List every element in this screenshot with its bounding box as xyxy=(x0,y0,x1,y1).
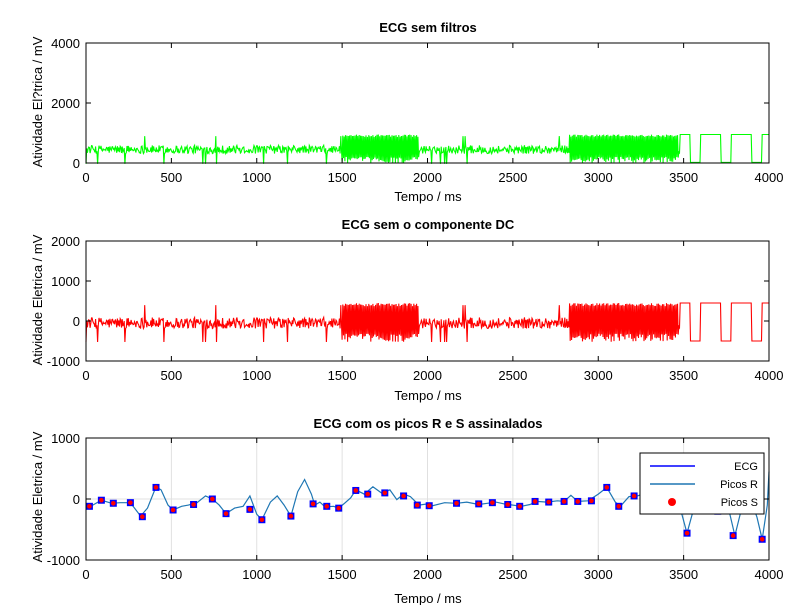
y-tick-label: -1000 xyxy=(47,354,80,369)
peak-s-marker xyxy=(223,511,229,516)
peak-s-marker xyxy=(561,499,567,504)
y-tick-label: -1000 xyxy=(47,553,80,568)
ecg-signal-line xyxy=(85,133,769,164)
peak-s-marker xyxy=(170,507,176,513)
peak-s-marker xyxy=(247,507,253,512)
x-tick-label: 0 xyxy=(82,170,89,185)
peak-s-marker xyxy=(382,490,388,496)
peak-s-marker xyxy=(128,500,133,505)
peak-s-marker xyxy=(401,493,406,499)
x-tick-label: 2000 xyxy=(413,567,442,582)
x-tick-label: 1500 xyxy=(328,368,357,383)
x-tick-label: 3500 xyxy=(669,368,698,383)
peak-s-marker xyxy=(616,504,622,509)
x-tick-label: 2500 xyxy=(498,170,527,185)
y-axis-label: Atividade El?trica / mV xyxy=(30,36,45,167)
x-tick-label: 500 xyxy=(161,567,183,582)
peak-s-marker xyxy=(532,499,538,504)
peak-s-marker xyxy=(99,497,104,503)
peak-s-marker xyxy=(426,503,432,509)
y-tick-label: 0 xyxy=(73,492,80,507)
subplot-title: ECG sem filtros xyxy=(379,20,477,35)
x-tick-label: 4000 xyxy=(755,170,784,185)
peak-s-marker xyxy=(310,501,316,507)
subplot-peaks-ecg: ECG com os picos R e S assinalados Ativi… xyxy=(30,416,783,605)
subplot-title: ECG com os picos R e S assinalados xyxy=(313,416,542,431)
y-axis-label: Atividade Eletrica / mV xyxy=(30,234,45,365)
peak-s-marker xyxy=(324,504,330,509)
peak-s-marker xyxy=(490,500,495,505)
peak-s-marker xyxy=(684,530,690,536)
peak-s-marker xyxy=(589,498,594,504)
x-tick-label: 500 xyxy=(161,368,183,383)
peak-s-marker xyxy=(259,517,265,523)
x-tick-label: 2000 xyxy=(413,170,442,185)
x-tick-label: 2500 xyxy=(498,368,527,383)
x-tick-label: 1500 xyxy=(328,567,357,582)
peak-s-marker xyxy=(730,533,736,538)
peak-s-marker xyxy=(517,504,523,509)
y-tick-label: 4000 xyxy=(51,36,80,51)
x-axis-label: Tempo / ms xyxy=(394,189,462,204)
y-tick-label: 1000 xyxy=(51,274,80,289)
y-axis-label: Atividade Eletrica / mV xyxy=(30,431,45,562)
subplot-raw-ecg: ECG sem filtros Atividade El?trica / mV … xyxy=(30,20,783,204)
legend-swatch xyxy=(668,498,676,506)
peak-s-marker xyxy=(365,491,371,497)
x-tick-label: 1000 xyxy=(242,170,271,185)
x-tick-label: 3000 xyxy=(584,170,613,185)
x-tick-label: 1500 xyxy=(328,170,357,185)
axes-frame xyxy=(85,240,770,362)
peak-s-marker xyxy=(759,536,765,542)
peak-s-marker xyxy=(575,499,581,504)
peak-s-marker xyxy=(604,485,610,490)
legend-entry: Picos S xyxy=(721,497,758,509)
x-tick-label: 3000 xyxy=(584,567,613,582)
x-tick-label: 1000 xyxy=(242,368,271,383)
x-tick-label: 1000 xyxy=(242,567,271,582)
peak-s-marker xyxy=(414,502,420,508)
x-tick-label: 0 xyxy=(82,368,89,383)
peak-s-marker xyxy=(140,514,145,519)
x-tick-label: 3000 xyxy=(584,368,613,383)
peak-s-marker xyxy=(476,501,482,507)
x-tick-label: 4000 xyxy=(755,567,784,582)
peak-s-marker xyxy=(631,493,637,499)
peak-s-marker xyxy=(191,502,196,507)
peak-s-marker xyxy=(336,505,342,511)
ecg-signal-line xyxy=(85,302,769,343)
x-axis-label: Tempo / ms xyxy=(394,388,462,403)
peak-s-marker xyxy=(153,485,159,490)
y-tick-label: 2000 xyxy=(51,234,80,249)
x-tick-label: 3500 xyxy=(669,170,698,185)
x-tick-label: 2000 xyxy=(413,368,442,383)
x-tick-label: 0 xyxy=(82,567,89,582)
peak-s-marker xyxy=(546,499,552,505)
x-axis-label: Tempo / ms xyxy=(394,591,462,605)
legend: ECG Picos R Picos S xyxy=(639,452,765,515)
x-tick-label: 3500 xyxy=(669,567,698,582)
peak-s-marker xyxy=(505,502,511,507)
peak-s-marker xyxy=(288,513,294,519)
peak-s-marker xyxy=(111,500,116,506)
peak-s-marker xyxy=(210,496,215,502)
subplot-title: ECG sem o componente DC xyxy=(342,217,515,232)
y-tick-label: 1000 xyxy=(51,431,80,446)
peak-s-marker xyxy=(353,488,359,493)
x-tick-label: 500 xyxy=(161,170,183,185)
y-tick-label: 0 xyxy=(73,156,80,171)
y-tick-label: 2000 xyxy=(51,96,80,111)
peak-s-marker xyxy=(454,500,459,506)
x-tick-label: 4000 xyxy=(755,368,784,383)
x-tick-label: 2500 xyxy=(498,567,527,582)
subplot-no-dc-ecg: ECG sem o componente DC Atividade Eletri… xyxy=(30,217,783,403)
legend-entry: Picos R xyxy=(720,479,758,491)
y-tick-label: 0 xyxy=(73,314,80,329)
peak-s-marker xyxy=(87,504,92,509)
legend-entry: ECG xyxy=(734,461,758,473)
